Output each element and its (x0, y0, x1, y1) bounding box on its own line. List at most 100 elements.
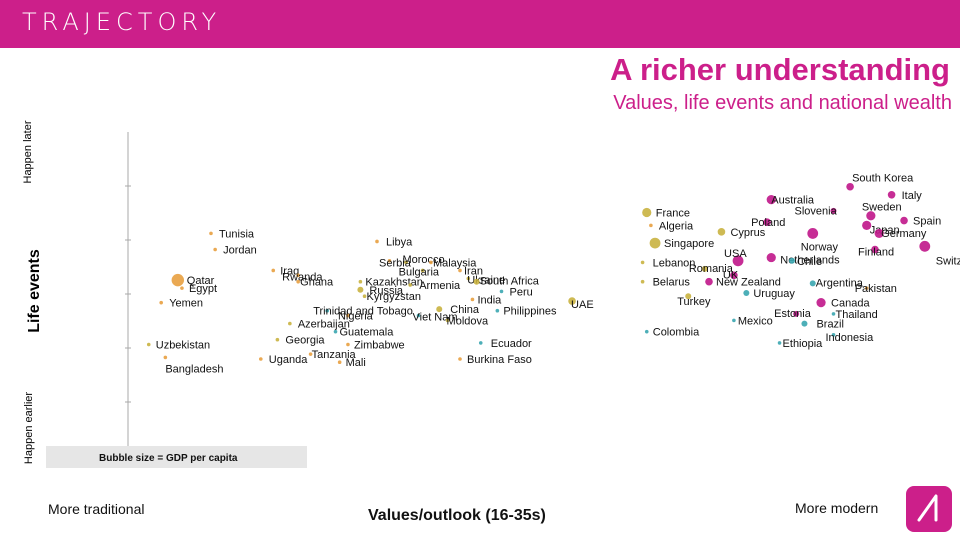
bubble-azerbaijan (288, 321, 292, 326)
label-philippines: Philippines (503, 306, 557, 318)
bubble-mali (337, 360, 342, 365)
label-kazakhstan: Kazakhstan (365, 277, 422, 289)
bubble-iran (458, 268, 462, 273)
label-canada: Canada (831, 298, 870, 310)
label-guatemala: Guatemala (340, 327, 395, 339)
label-nigeria: Nigeria (338, 311, 374, 323)
label-spain: Spain (913, 216, 941, 228)
bubble-china (436, 306, 443, 313)
bubble-thailand (831, 312, 836, 316)
label-sweden: Sweden (862, 202, 902, 214)
label-colombia: Colombia (653, 327, 700, 339)
bubble-indonesia (831, 333, 836, 337)
bubble-kazakhstan (358, 279, 363, 284)
label-ethiopia: Ethiopia (783, 338, 824, 350)
bubble-chile (789, 257, 795, 264)
bubble-uk (730, 271, 738, 280)
bubble-ghana (296, 279, 300, 284)
x-axis-left-label: More traditional (48, 501, 145, 517)
label-indonesia: Indonesia (826, 332, 875, 344)
label-germany: Germany (881, 228, 927, 240)
bubble-estonia (793, 310, 800, 317)
label-brazil: Brazil (816, 319, 844, 331)
bubble-bulgaria (420, 268, 425, 273)
bubble-ecuador (478, 341, 483, 345)
label-australia: Australia (771, 195, 815, 207)
bubble-germany (874, 228, 884, 239)
bubble-finland (871, 245, 879, 254)
bubble-spain (900, 216, 908, 225)
label-romania: Romania (689, 263, 734, 275)
label-norway: Norway (801, 241, 839, 253)
label-france: France (656, 208, 690, 220)
bubble-mexico (732, 318, 736, 323)
label-finland: Finland (858, 247, 894, 259)
label-thailand: Thailand (836, 309, 878, 321)
label-belarus: Belarus (653, 277, 691, 289)
bubble-moldova (445, 318, 450, 323)
bubble-poland (763, 218, 771, 226)
bubble-qatar (171, 273, 184, 287)
bubble-bangladesh (163, 355, 168, 360)
bubble-belarus (640, 279, 645, 284)
bubble-australia (766, 195, 776, 205)
bubble-ethiopia (777, 341, 782, 345)
label-mali: Mali (346, 357, 366, 369)
bubble-guatemala (333, 329, 338, 334)
bubble-egypt (180, 286, 184, 290)
bubble-new-zealand (705, 277, 713, 286)
label-georgia: Georgia (285, 335, 325, 347)
label-netherlands: Netherlands (780, 255, 840, 267)
label-pakistan: Pakistan (855, 283, 897, 295)
label-jordan: Jordan (223, 245, 257, 257)
label-argentina: Argentina (816, 277, 864, 289)
bubble-size-note: Bubble size = GDP per capita (99, 453, 238, 464)
label-qatar: Qatar (187, 275, 215, 287)
bubble-iraq (271, 268, 276, 273)
page-subtitle: Values, life events and national wealth (613, 92, 952, 114)
bubble-size-note-box (46, 446, 307, 468)
label-estonia: Estonia (774, 308, 812, 320)
bubble-georgia (275, 337, 280, 342)
brand-logo-text: TRAJECTORY (22, 8, 222, 36)
label-morocco: Morocco (402, 254, 444, 266)
label-usa: USA (724, 248, 747, 260)
bubble-ukraine (466, 276, 471, 281)
label-turkey: Turkey (677, 296, 711, 308)
label-bulgaria: Bulgaria (399, 266, 440, 278)
bubble-pakistan (864, 286, 869, 290)
label-ghana: Ghana (300, 277, 334, 289)
bubble-india (470, 297, 475, 302)
label-chile: Chile (797, 256, 822, 268)
label-malaysia: Malaysia (433, 257, 477, 269)
label-tunisia: Tunisia (219, 228, 255, 240)
bubble-jordan (213, 247, 217, 252)
bubble-armenia (408, 283, 413, 287)
bubble-uganda (259, 357, 263, 361)
bubble-netherlands (766, 252, 776, 263)
bubble-turkey (685, 293, 692, 300)
bubble-yemen (159, 300, 163, 305)
bubble-algeria (649, 223, 653, 228)
bubble-slovenia (830, 207, 837, 214)
bubble-kyrgyzstan (362, 294, 367, 299)
bubble-nigeria (346, 313, 350, 318)
bubble-romania (701, 265, 708, 272)
bubble-sweden (866, 211, 876, 221)
label-armenia: Armenia (419, 280, 461, 292)
bubble-norway (807, 228, 819, 239)
label-egypt: Egypt (189, 283, 217, 295)
bubble-japan (862, 220, 872, 230)
label-uzbekistan: Uzbekistan (156, 340, 210, 352)
bubble-south-africa (473, 278, 480, 285)
label-iran: Iran (464, 265, 483, 277)
label-cyprus: Cyprus (730, 227, 765, 239)
bubble-italy (887, 190, 896, 199)
bubble-viet-nam (416, 313, 421, 318)
bubble-brazil (801, 320, 808, 327)
label-algeria: Algeria (659, 220, 694, 232)
label-south-korea: South Korea (852, 173, 914, 185)
bubble-colombia (644, 329, 649, 334)
label-new-zealand: New Zealand (716, 277, 781, 289)
